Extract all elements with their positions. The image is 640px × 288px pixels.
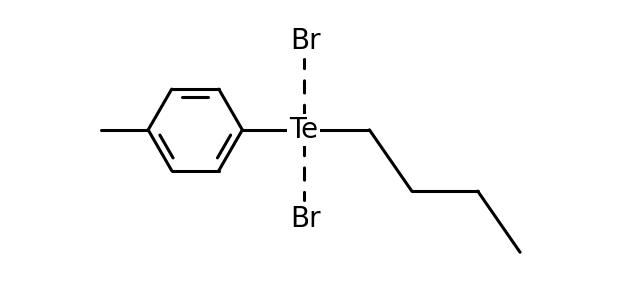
Text: Br: Br: [291, 26, 321, 54]
Text: Te: Te: [289, 116, 318, 144]
Text: Br: Br: [291, 205, 321, 233]
